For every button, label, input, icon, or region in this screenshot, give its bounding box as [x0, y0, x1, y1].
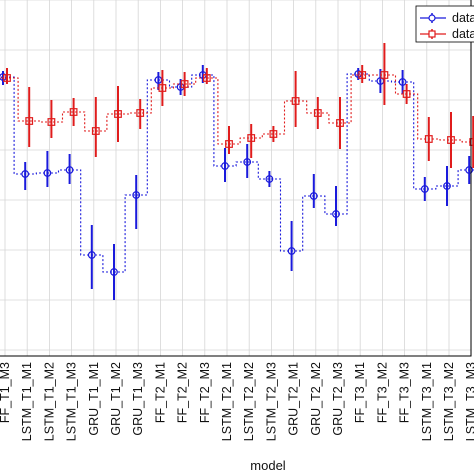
x-tick-label: FF_T2_M1: [153, 362, 167, 423]
data-point: [420, 185, 429, 193]
x-tick-label: LSTM_T2_M3: [264, 362, 278, 441]
legend-label-series-2: data: [452, 27, 474, 41]
x-tick-label: FF_T2_M3: [198, 362, 212, 423]
data-point: [265, 175, 274, 183]
legend-label-series-1: data: [452, 11, 474, 25]
legend-sample-series-2: [420, 29, 446, 39]
series-2: [0, 43, 474, 168]
data-point: [380, 71, 389, 79]
x-tick-label: GRU_T2_M2: [309, 362, 323, 436]
data-point: [43, 169, 52, 177]
data-point: [65, 166, 74, 174]
x-tick-label: FF_T1_M3: [0, 362, 12, 423]
data-point: [398, 78, 407, 86]
data-point: [269, 130, 278, 138]
series-layer: [0, 43, 474, 300]
x-tick-label: GRU_T1_M2: [109, 362, 123, 436]
legend-sample-series-1: [420, 13, 446, 23]
data-point: [402, 90, 411, 98]
data-point: [202, 74, 211, 82]
data-point: [287, 247, 296, 255]
data-point: [309, 192, 318, 200]
x-tick-label: GRU_T2_M3: [331, 362, 345, 436]
data-point: [25, 117, 34, 125]
data-point: [3, 74, 11, 82]
data-point: [313, 109, 322, 117]
data-point: [358, 71, 367, 79]
x-tick-label: FF_T3_M2: [375, 362, 389, 423]
data-point: [225, 140, 233, 148]
data-point: [291, 97, 300, 105]
data-point: [180, 80, 189, 88]
x-tick-label: LSTM_T1_M3: [65, 362, 79, 441]
plot-frame: [0, 0, 472, 357]
data-point: [110, 268, 118, 276]
x-tick-label: LSTM_T2_M2: [242, 362, 256, 441]
x-tick-label: LSTM_T3_M3: [464, 362, 474, 441]
data-point: [465, 166, 474, 174]
data-point: [21, 170, 30, 178]
data-point: [158, 84, 167, 92]
x-tick-labels: FF_T1_M3 LSTM_T1_M1 LSTM_T1_M2 LSTM_T1_M3 GR…: [0, 362, 474, 441]
data-point: [469, 138, 474, 146]
x-tick-label: LSTM_T3_M1: [420, 362, 434, 441]
legend-box: [415, 5, 474, 43]
data-point: [443, 182, 451, 190]
series-1: [0, 65, 474, 300]
data-point: [247, 134, 256, 142]
data-point: [221, 162, 229, 170]
series-line: [0, 74, 474, 145]
data-point: [87, 251, 96, 259]
x-axis-title: model: [250, 458, 286, 473]
x-tick-label: GRU_T1_M3: [131, 362, 145, 436]
data-point: [91, 127, 100, 135]
data-point: [136, 109, 145, 117]
x-tick-label: LSTM_T2_M1: [220, 362, 234, 441]
data-point: [243, 158, 252, 166]
data-point: [132, 191, 141, 199]
legend: data data: [415, 5, 474, 43]
x-tick-label: FF_T3_M3: [398, 362, 412, 423]
x-tick-label: LSTM_T3_M2: [442, 362, 456, 441]
data-point: [47, 118, 56, 126]
legend-marker: [428, 30, 436, 38]
data-point: [424, 135, 433, 143]
data-point: [336, 119, 344, 127]
legend-marker: [428, 14, 436, 22]
data-point: [114, 110, 122, 118]
x-tick-label: GRU_T1_M1: [87, 362, 101, 436]
x-tick-label: LSTM_T1_M2: [42, 362, 56, 441]
x-tick-label: LSTM_T1_M1: [20, 362, 34, 441]
data-point: [69, 108, 78, 116]
x-tick-label: FF_T3_M1: [353, 362, 367, 423]
data-point: [447, 136, 455, 144]
x-tick-label: FF_T2_M2: [176, 362, 190, 423]
data-point: [332, 210, 340, 218]
x-tick-label: GRU_T2_M1: [287, 362, 301, 436]
